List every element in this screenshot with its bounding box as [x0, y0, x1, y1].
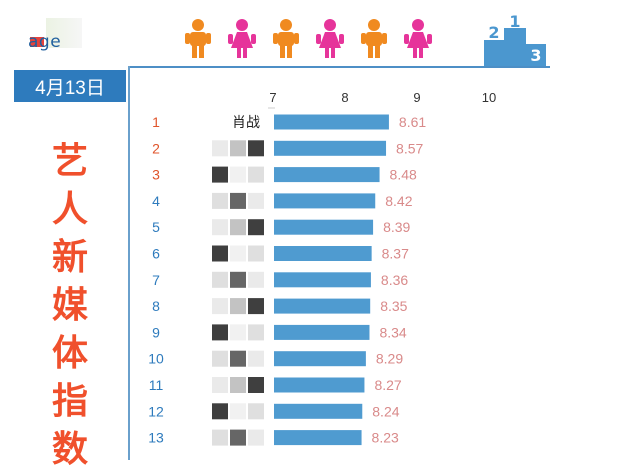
female-person-icon — [316, 19, 344, 58]
censored-name-4 — [212, 192, 264, 209]
x-tick-label-8: 8 — [341, 90, 348, 105]
rank-label-3: 3 — [152, 167, 160, 183]
bar-13 — [274, 430, 362, 446]
podium-third-block — [526, 44, 546, 66]
rank-label-5: 5 — [152, 219, 160, 235]
rank-label-1: 1 — [152, 114, 160, 130]
male-person-icon — [273, 19, 299, 58]
bar-5 — [274, 219, 374, 235]
value-label-4: 8.42 — [385, 193, 412, 209]
value-label-10: 8.29 — [376, 351, 403, 367]
bar-9 — [274, 324, 370, 340]
rank-label-9: 9 — [152, 324, 160, 340]
rank-label-7: 7 — [152, 272, 160, 288]
value-label-13: 8.23 — [372, 430, 399, 446]
male-person-icon — [361, 19, 387, 58]
censored-name-7 — [212, 271, 264, 288]
people-icons — [185, 19, 432, 58]
podium-icon: 1 2 3 — [484, 14, 546, 66]
side-title-char: 媒 — [51, 285, 88, 326]
bar-chart: 7 8 9 10 1 肖战 8.61 2 8.57 3 8.48 4 8.42 5 8.39 6 8.37 7 8.… — [148, 90, 496, 446]
censored-name-13 — [212, 429, 264, 446]
side-title-char: 新 — [51, 237, 88, 278]
bar-6 — [274, 246, 372, 261]
rank-label-12: 12 — [148, 403, 164, 419]
female-person-icon — [404, 19, 432, 58]
bar-11 — [274, 377, 365, 393]
value-label-11: 8.27 — [374, 377, 401, 393]
value-label-2: 8.57 — [396, 140, 423, 156]
podium-second-block — [484, 40, 504, 66]
x-tick-label-7: 7 — [269, 90, 276, 105]
x-tick-label-10: 10 — [482, 90, 496, 105]
bar-1 — [274, 114, 389, 130]
censored-name-9 — [212, 324, 264, 341]
censored-name-6 — [212, 245, 264, 262]
brand-logo-blur — [46, 18, 82, 48]
rank-label-8: 8 — [152, 298, 160, 314]
value-label-5: 8.39 — [383, 219, 410, 235]
rank-label-4: 4 — [152, 193, 160, 209]
category-label-1: 肖战 — [232, 115, 260, 131]
podium-number-2: 2 — [488, 23, 499, 42]
value-label-1: 8.61 — [399, 114, 426, 130]
value-label-9: 8.34 — [379, 324, 406, 340]
bar-3 — [274, 167, 380, 183]
male-person-icon — [185, 19, 211, 58]
side-title-char: 指 — [51, 381, 88, 422]
value-label-8: 8.35 — [380, 298, 407, 314]
bar-7 — [274, 272, 371, 288]
rank-label-2: 2 — [152, 140, 160, 156]
censored-name-12 — [212, 403, 264, 420]
censored-name-8 — [212, 298, 264, 315]
value-label-3: 8.48 — [390, 167, 417, 183]
side-title-char: 体 — [51, 333, 88, 374]
censored-name-2 — [212, 140, 264, 157]
bar-4 — [274, 193, 376, 209]
chart-left-rule — [128, 66, 130, 460]
podium-first-block — [504, 28, 526, 66]
brand-logo-mark — [30, 37, 44, 47]
side-title-char: 艺 — [51, 141, 88, 182]
female-person-icon — [228, 19, 256, 58]
bar-8 — [274, 298, 371, 314]
date-badge: 4月13日 — [14, 70, 126, 102]
rank-label-13: 13 — [148, 430, 164, 446]
side-title-char: 人 — [51, 189, 88, 230]
value-label-7: 8.36 — [381, 272, 408, 288]
x-tick-label-9: 9 — [413, 90, 420, 105]
censored-name-10 — [212, 350, 264, 367]
podium-number-3: 3 — [530, 46, 541, 65]
censored-name-3 — [212, 166, 264, 183]
podium-number-1: 1 — [509, 14, 520, 31]
value-label-6: 8.37 — [382, 246, 409, 262]
bar-10 — [274, 351, 366, 367]
header-divider — [128, 66, 550, 68]
side-title: 艺 人 新 媒 体 指 数 — [44, 138, 96, 474]
bar-2 — [274, 140, 387, 156]
rank-label-11: 11 — [149, 377, 164, 393]
rank-label-6: 6 — [152, 246, 160, 262]
value-label-12: 8.24 — [372, 403, 399, 419]
censored-name-11 — [212, 377, 264, 393]
rank-label-10: 10 — [148, 351, 164, 367]
brand-logo-text: age — [28, 32, 62, 52]
bar-12 — [274, 403, 363, 419]
censored-name-5 — [212, 219, 264, 236]
